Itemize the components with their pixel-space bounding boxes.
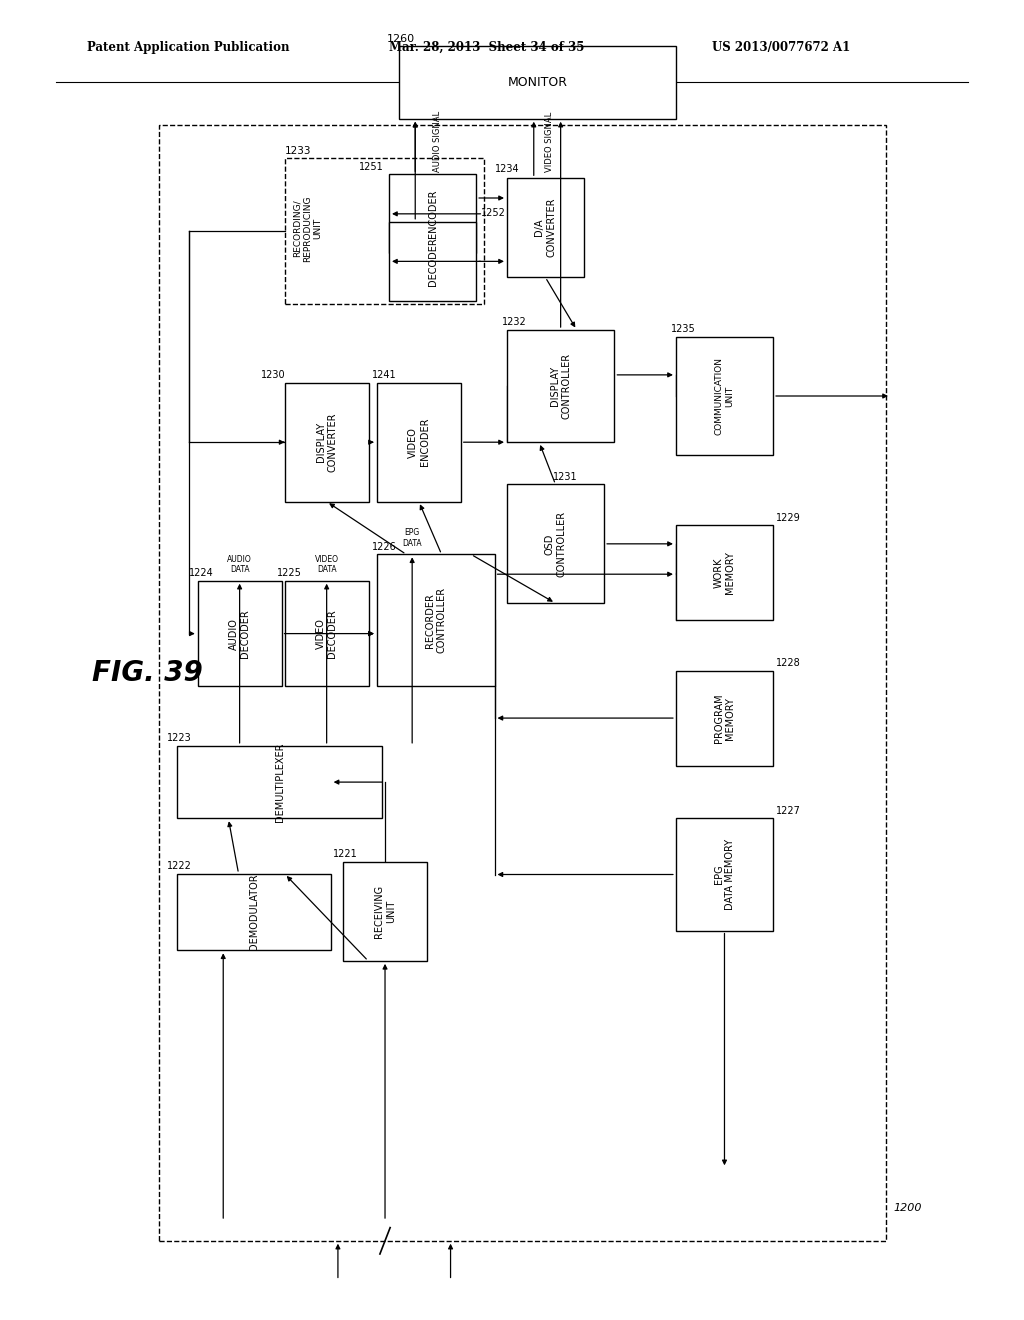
FancyBboxPatch shape [389,174,476,253]
Text: 1231: 1231 [553,471,578,482]
Text: 1260: 1260 [387,33,415,44]
Text: RECORDER
CONTROLLER: RECORDER CONTROLLER [425,587,446,653]
FancyBboxPatch shape [676,671,773,766]
Text: AUDIO
DATA: AUDIO DATA [227,554,252,574]
Text: 1225: 1225 [276,568,301,578]
FancyBboxPatch shape [507,178,584,277]
Text: VIDEO
DATA: VIDEO DATA [314,554,339,574]
Text: US 2013/0077672 A1: US 2013/0077672 A1 [712,41,850,54]
Text: 1221: 1221 [333,849,357,859]
Text: COMMUNICATION
UNIT: COMMUNICATION UNIT [715,356,734,436]
Text: MONITOR: MONITOR [508,77,567,88]
Text: DEMODULATOR: DEMODULATOR [249,874,259,950]
Text: VIDEO SIGNAL: VIDEO SIGNAL [545,111,554,172]
FancyBboxPatch shape [343,862,427,961]
Text: 1200: 1200 [894,1203,923,1213]
Text: 1226: 1226 [372,541,396,552]
FancyBboxPatch shape [507,484,604,603]
FancyBboxPatch shape [198,581,282,686]
Text: 1227: 1227 [776,805,801,816]
Text: 1223: 1223 [167,733,191,743]
FancyBboxPatch shape [377,383,461,502]
Text: VIDEO
ENCODER: VIDEO ENCODER [408,418,430,466]
FancyBboxPatch shape [676,337,773,455]
Text: 1229: 1229 [776,512,801,523]
Text: Mar. 28, 2013  Sheet 34 of 35: Mar. 28, 2013 Sheet 34 of 35 [389,41,585,54]
FancyBboxPatch shape [389,222,476,301]
Text: VIDEO
DECODER: VIDEO DECODER [315,610,338,657]
Text: 1234: 1234 [495,164,519,174]
Text: RECEIVING
UNIT: RECEIVING UNIT [374,884,396,939]
FancyBboxPatch shape [507,330,614,442]
FancyBboxPatch shape [177,746,382,818]
Text: 1228: 1228 [776,657,801,668]
FancyBboxPatch shape [676,525,773,620]
Text: 1222: 1222 [167,861,191,871]
FancyBboxPatch shape [177,874,331,950]
Text: AUDIO
DECODER: AUDIO DECODER [228,610,251,657]
Text: EPG
DATA MEMORY: EPG DATA MEMORY [714,840,735,909]
Text: 1232: 1232 [502,317,526,327]
Text: 1230: 1230 [261,370,286,380]
Text: WORK
MEMORY: WORK MEMORY [714,552,735,594]
Text: 1235: 1235 [671,323,695,334]
Text: PROGRAM
MEMORY: PROGRAM MEMORY [714,693,735,743]
Text: FIG. 39: FIG. 39 [92,659,203,688]
Text: 1233: 1233 [285,145,311,156]
Text: AUDIO SIGNAL: AUDIO SIGNAL [433,111,442,172]
Text: Patent Application Publication: Patent Application Publication [87,41,290,54]
FancyBboxPatch shape [285,581,369,686]
Text: DISPLAY
CONVERTER: DISPLAY CONVERTER [315,412,338,473]
FancyBboxPatch shape [399,46,676,119]
Text: DECODER: DECODER [428,238,437,285]
FancyBboxPatch shape [676,818,773,931]
FancyBboxPatch shape [377,554,495,686]
Text: ENCODER: ENCODER [428,190,437,238]
Text: DISPLAY
CONTROLLER: DISPLAY CONTROLLER [550,352,571,420]
Text: DEMULTIPLEXER: DEMULTIPLEXER [274,742,285,822]
Text: 1252: 1252 [481,207,506,218]
FancyBboxPatch shape [285,383,369,502]
Text: 1224: 1224 [189,568,214,578]
Text: EPG
DATA: EPG DATA [402,528,422,548]
Text: 1241: 1241 [372,370,396,380]
Text: 1251: 1251 [359,161,384,172]
Text: RECORDING/
REPRODUCING
UNIT: RECORDING/ REPRODUCING UNIT [292,195,323,261]
Text: D/A
CONVERTER: D/A CONVERTER [535,198,556,257]
Text: OSD
CONTROLLER: OSD CONTROLLER [545,511,566,577]
